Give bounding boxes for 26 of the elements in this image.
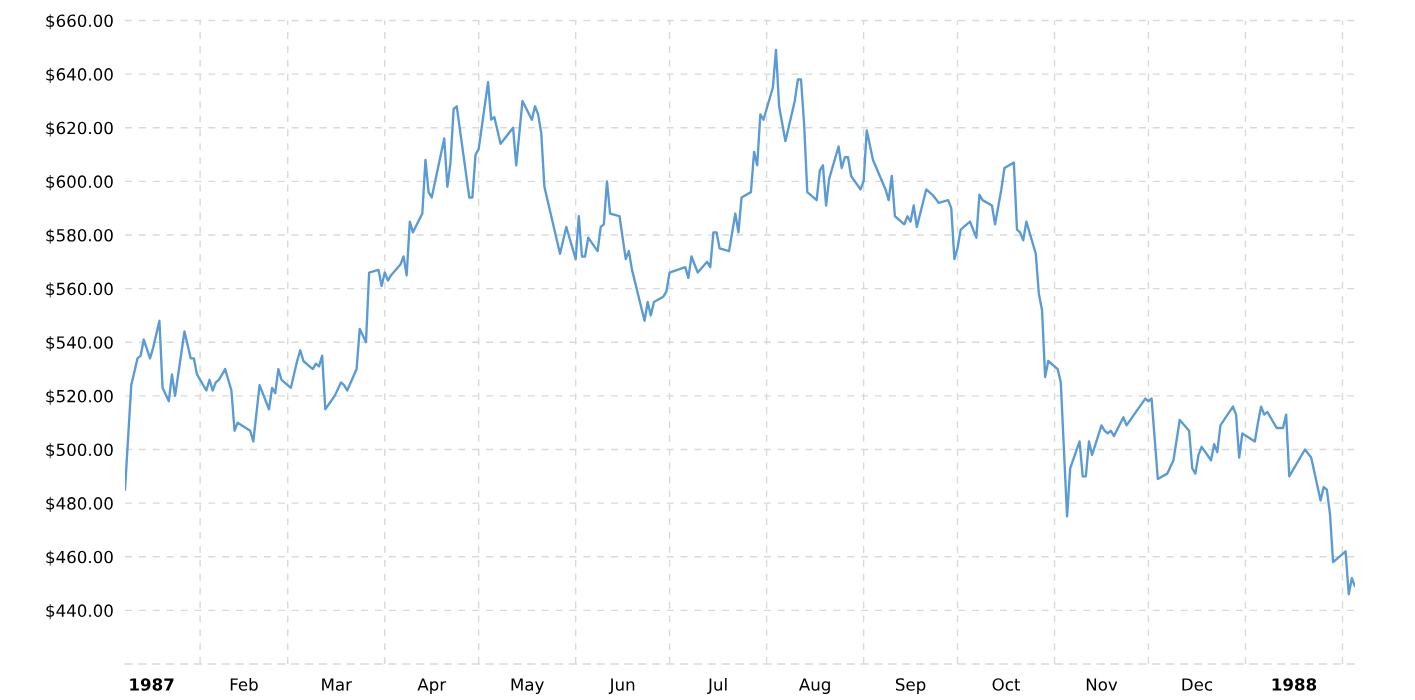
x-tick-label: Apr [417,678,447,695]
y-tick-label: $500.00 [46,443,113,459]
y-tick-label: $460.00 [46,550,113,566]
x-tick-label: 1988 [1272,678,1317,691]
x-tick-label: Jun [608,678,635,694]
x-tick-label: Jul [707,677,727,694]
y-tick-label: $540.00 [46,335,113,352]
y-tick-label: $580.00 [46,228,113,244]
y-tick-label: $620.00 [46,121,113,137]
y-tick-label: $640.00 [46,67,113,83]
y-tick-label: $440.00 [46,604,113,620]
y-tick-label: $660.00 [46,14,113,30]
y-tick-label: $480.00 [46,496,113,512]
x-tick-label: Nov [1086,678,1118,691]
x-tick-label: 1987 [130,678,174,691]
x-tick-label: Mar [322,678,352,691]
x-tick-label: Sep [895,678,926,695]
x-tick-label: Feb [230,677,258,691]
x-tick-label: Aug [798,678,830,695]
x-tick-label: Oct [992,678,1021,691]
y-tick-label: $520.00 [46,389,113,405]
x-tick-label: Dec [1182,678,1213,691]
y-tick-label: $560.00 [46,282,113,298]
y-tick-label: $600.00 [46,175,113,191]
x-tick-label: May [511,678,544,695]
line-series [125,48,1355,596]
